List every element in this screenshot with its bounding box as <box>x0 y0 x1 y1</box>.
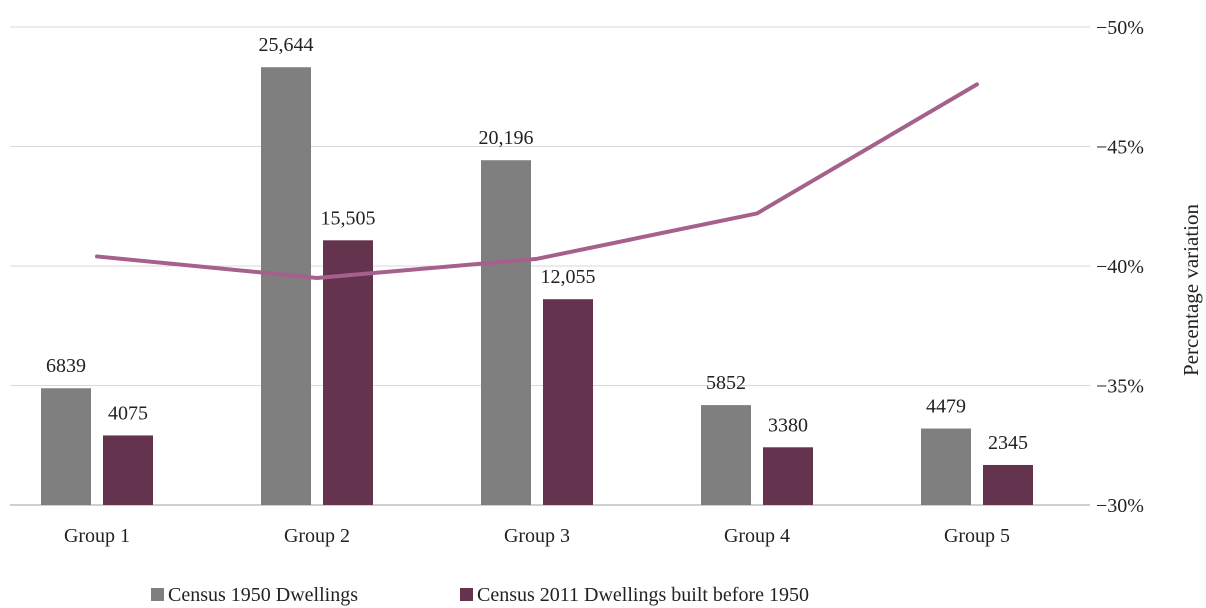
percentage-line <box>95 82 979 280</box>
bar-value-label: 20,196 <box>479 127 534 149</box>
category-label: Group 2 <box>284 525 350 547</box>
category-label: Group 5 <box>944 525 1010 547</box>
bar <box>921 428 971 505</box>
right-tick-label: −40% <box>1096 256 1144 278</box>
right-tick-label: −35% <box>1096 376 1144 398</box>
right-axis-title: Percentage variation <box>1179 204 1203 376</box>
category-label: Group 4 <box>724 525 790 547</box>
category-labels: Group 1 Group 2 Group 3 Group 4 Group 5 <box>64 525 1010 547</box>
right-tick-label: −30% <box>1096 495 1144 517</box>
percentage-variation-line <box>95 82 979 280</box>
legend-swatch-census-1950 <box>151 588 164 601</box>
bar <box>701 405 751 505</box>
right-axis-ticks: −30% −35% −40% −45% −50% <box>1096 17 1144 517</box>
bars <box>41 67 1033 506</box>
right-tick-label: −50% <box>1096 17 1144 39</box>
bar-value-label: 25,644 <box>259 34 314 56</box>
category-label: Group 1 <box>64 525 130 547</box>
bar-value-label: 5852 <box>706 372 746 394</box>
bar-value-label: 2345 <box>988 432 1028 454</box>
right-tick-label: −45% <box>1096 137 1144 159</box>
legend: Census 1950 Dwellings Census 2011 Dwelli… <box>151 584 809 606</box>
bar <box>261 67 311 506</box>
legend-label-census-1950: Census 1950 Dwellings <box>168 584 358 606</box>
bar-value-label: 3380 <box>768 414 808 436</box>
bar-value-label: 12,055 <box>541 266 596 288</box>
bar-value-label: 4075 <box>108 402 148 424</box>
bar <box>41 388 91 505</box>
legend-swatch-census-2011 <box>460 588 473 601</box>
bar-value-label: 6839 <box>46 355 86 377</box>
bar <box>763 447 813 505</box>
bar <box>323 240 373 505</box>
bar-value-labels: 6839 25,644 20,196 5852 4479 4075 15,505 12,055… <box>46 34 1028 454</box>
bar <box>103 435 153 505</box>
legend-label-census-2011: Census 2011 Dwellings built before 1950 <box>477 584 809 606</box>
bar <box>983 464 1033 505</box>
bar <box>481 160 531 505</box>
bar <box>543 299 593 505</box>
bar-value-label: 15,505 <box>321 207 376 229</box>
category-label: Group 3 <box>504 525 570 547</box>
bar-value-label: 4479 <box>926 396 966 418</box>
